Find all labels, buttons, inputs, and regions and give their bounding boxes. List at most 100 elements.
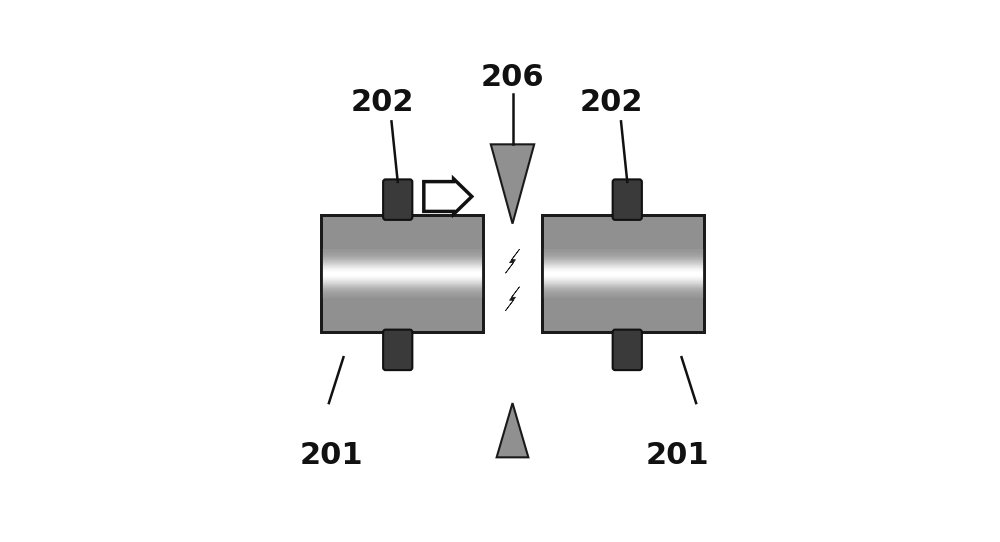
Bar [542,261,704,262]
Bar [321,286,483,287]
Bar [321,274,483,275]
Bar [542,262,704,263]
Bar [321,257,483,259]
Bar [542,274,704,275]
Polygon shape [491,144,534,224]
Bar [542,279,704,280]
Polygon shape [497,403,528,457]
Bar [321,275,483,276]
FancyBboxPatch shape [383,330,412,370]
Bar [542,289,704,291]
Bar [542,282,704,283]
Text: 201: 201 [646,441,709,470]
Bar [321,286,483,287]
Bar [321,254,483,255]
Bar [321,253,483,254]
Bar [542,268,704,269]
Bar [542,292,704,293]
Bar [321,285,483,286]
Bar [321,285,483,286]
FancyBboxPatch shape [613,330,642,370]
Bar [542,251,704,252]
Bar [321,260,483,261]
Bar [321,291,483,292]
Bar [542,267,704,268]
Bar [542,295,704,296]
Bar [321,291,483,292]
Bar [321,278,483,279]
Bar [542,215,704,332]
Bar [321,281,483,282]
Bar [321,262,483,263]
Bar [542,267,704,268]
Bar [321,250,483,251]
Bar [542,275,704,276]
Bar [542,255,704,256]
Bar [321,255,483,256]
Bar [321,258,483,259]
Bar [542,269,704,270]
FancyBboxPatch shape [383,179,412,220]
Bar [321,279,483,280]
Bar [542,295,704,296]
Bar [542,293,704,294]
Bar [542,273,704,274]
Bar [321,267,483,268]
Bar [542,283,704,284]
Bar [542,257,704,258]
Bar [542,287,704,288]
Bar [321,283,483,284]
Bar [542,285,704,286]
Bar [321,263,483,264]
Bar [542,263,704,264]
Bar [321,272,483,273]
Bar [542,254,704,255]
Bar [321,249,483,250]
Bar [542,292,704,293]
Bar [542,262,704,263]
Bar [321,254,483,255]
Bar [321,294,483,295]
Bar [321,249,483,250]
Bar [321,252,483,253]
Bar [321,257,483,258]
Bar [542,253,704,254]
Bar [321,273,483,274]
Bar [321,283,483,285]
Bar [321,259,483,260]
Text: 206: 206 [481,63,544,92]
Bar [542,260,704,261]
Bar [321,280,483,281]
Polygon shape [424,179,472,214]
Bar [542,273,704,274]
Bar [321,282,483,283]
Bar [542,280,704,281]
Bar [321,276,483,277]
Bar [542,296,704,298]
Bar [321,271,483,272]
Bar [542,281,704,282]
Bar [542,264,704,266]
Bar [542,290,704,291]
Bar [321,287,483,288]
Bar [542,278,704,279]
Bar [321,296,483,298]
Bar [542,297,704,298]
Bar [321,295,483,296]
Bar [321,215,483,332]
Bar [542,272,704,273]
Bar [321,256,483,257]
Bar [542,281,704,282]
Bar [321,269,483,270]
Bar [542,291,704,292]
Bar [321,266,483,267]
Bar [542,269,704,270]
Bar [542,249,704,250]
Bar [321,292,483,293]
Bar [542,277,704,278]
Bar [321,259,483,260]
Bar [321,281,483,282]
Bar [321,272,483,273]
Bar [321,262,483,263]
Polygon shape [505,249,520,273]
